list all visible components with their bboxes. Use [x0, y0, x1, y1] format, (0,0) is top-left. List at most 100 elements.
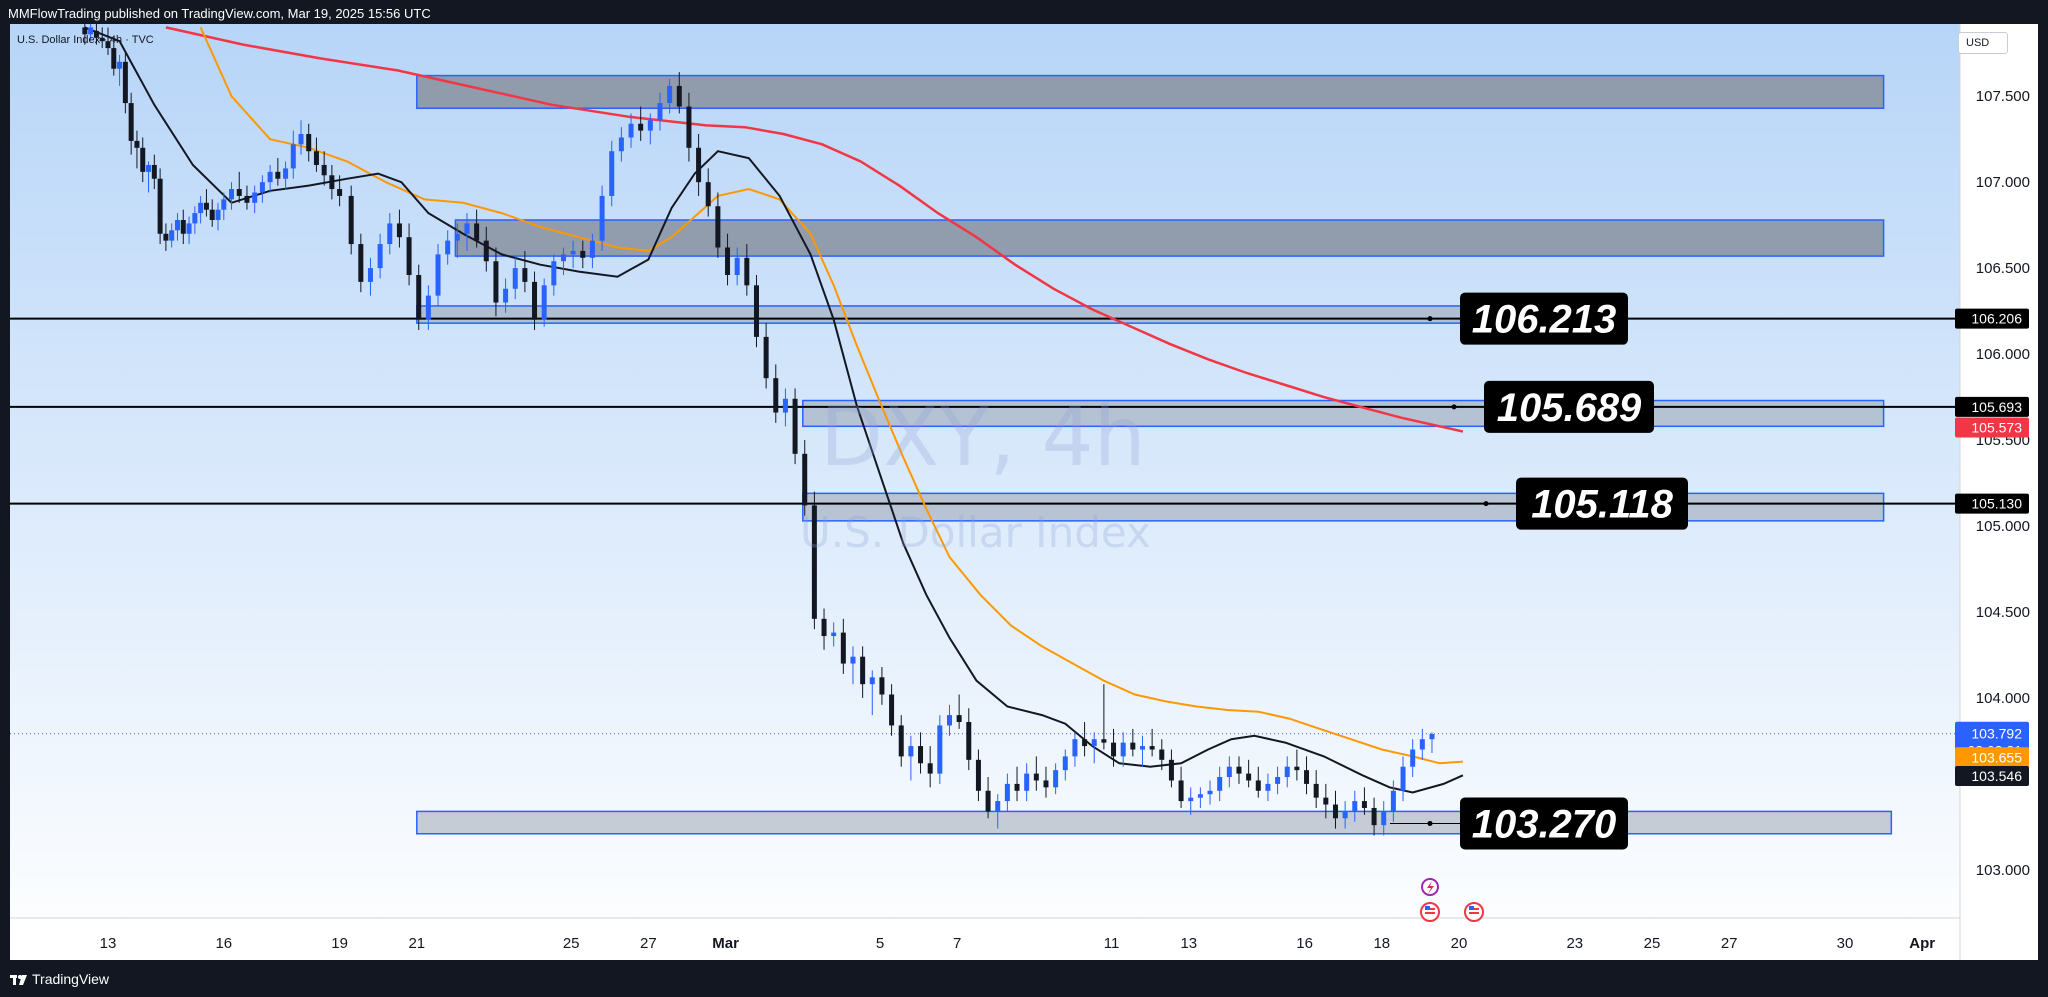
candle-down	[725, 247, 731, 276]
candle-down	[358, 244, 364, 282]
candle-up	[850, 656, 856, 664]
candle-up	[599, 195, 605, 241]
date-tick-label: 16	[215, 935, 232, 952]
candle-down	[93, 30, 99, 38]
currency-button[interactable]: USD	[1958, 32, 2008, 54]
candle-down	[105, 41, 111, 49]
candle-up	[229, 189, 235, 200]
candle-down	[753, 285, 759, 337]
level-callout-box	[1460, 292, 1628, 345]
candle-down	[918, 746, 924, 764]
zone-box	[416, 74, 1885, 109]
candle-down	[840, 632, 846, 664]
candle-up	[1429, 734, 1435, 740]
candle-down	[676, 85, 682, 107]
candle-up	[1352, 801, 1358, 812]
candle-down	[715, 206, 721, 248]
candle-down	[898, 725, 904, 757]
candle-up	[169, 230, 175, 241]
date-tick-label: 18	[1373, 935, 1390, 952]
candle-down	[686, 106, 692, 148]
candle-up	[1284, 766, 1290, 778]
date-tick-label: 11	[1104, 935, 1120, 952]
candle-up	[1410, 749, 1416, 767]
candle-down	[1371, 807, 1377, 826]
axis-level-text: 106.206	[1971, 311, 2022, 327]
candle-down	[985, 790, 991, 812]
candle-up	[908, 746, 914, 757]
candle-down	[1130, 742, 1136, 750]
candle-up	[215, 209, 221, 220]
candle-down	[134, 140, 140, 148]
candle-down	[1111, 742, 1117, 757]
candle-up	[512, 268, 518, 289]
candle-up	[1419, 739, 1425, 750]
candle-up	[445, 240, 451, 255]
candle-down	[927, 763, 933, 774]
axis-level-badge	[1955, 396, 2029, 417]
date-tick-label: 25	[563, 935, 580, 952]
candle-down	[1236, 766, 1242, 774]
candle-up	[1120, 742, 1126, 757]
candle-up	[618, 137, 624, 152]
footer-brand[interactable]: TradingView	[10, 971, 109, 987]
candle-up	[995, 801, 1001, 812]
zone-box	[802, 492, 1885, 522]
candle-down	[396, 223, 402, 238]
candle-down	[1255, 780, 1261, 791]
date-tick-label: 27	[1721, 935, 1738, 952]
publish-header: MMFlowTrading published on TradingView.c…	[8, 6, 431, 21]
symbol-legend[interactable]: U.S. Dollar Index · 4h · TVC	[17, 34, 154, 46]
candle-up	[1275, 777, 1281, 784]
candle-up	[387, 223, 393, 245]
candle-up	[1004, 783, 1010, 802]
date-tick-label: 7	[953, 935, 961, 952]
candle-down	[821, 618, 827, 637]
candle-up	[1217, 777, 1223, 791]
candle-down	[811, 505, 817, 619]
date-tick-label: 13	[100, 935, 117, 952]
candle-down	[773, 378, 779, 413]
candle-up	[734, 257, 740, 276]
candle-up	[1381, 811, 1387, 826]
candle-down	[744, 257, 750, 286]
axis-level-text: 105.693	[1971, 399, 2022, 415]
candle-down	[1178, 780, 1184, 802]
candles-layer	[82, 24, 1435, 836]
candle-down	[879, 677, 885, 695]
candle-up	[1188, 797, 1194, 802]
candle-up	[174, 219, 180, 231]
candle-down	[1033, 773, 1039, 781]
price-tick-label: 104.500	[1976, 604, 2030, 621]
candle-up	[1265, 783, 1271, 791]
candle-up	[1400, 766, 1406, 791]
date-tick-label: 27	[640, 935, 657, 952]
candle-down	[532, 281, 538, 320]
candle-up	[1053, 770, 1059, 788]
candle-down	[180, 219, 186, 234]
date-tick-label: 5	[876, 935, 884, 952]
candle-down	[99, 37, 105, 42]
candle-up	[267, 171, 273, 183]
candle-up	[657, 103, 663, 121]
date-tick-label: Mar	[712, 935, 739, 952]
candle-up	[259, 182, 265, 193]
candle-down	[306, 134, 312, 152]
candle-down	[966, 722, 972, 760]
candle-up	[192, 213, 198, 224]
candle-down	[1313, 783, 1319, 798]
callout-anchor-dot	[1427, 820, 1433, 826]
candle-up	[782, 398, 788, 413]
candle-down	[474, 223, 480, 241]
price-label-text: 103.655	[1971, 749, 2022, 765]
candle-down	[157, 178, 163, 234]
candle-up	[667, 85, 673, 104]
level-callout-label: 106.213	[1472, 298, 1617, 342]
ema-slow-line	[165, 26, 1464, 433]
date-tick-label: Apr	[1909, 935, 1935, 952]
candle-down	[975, 759, 981, 791]
candle-up	[1390, 790, 1396, 812]
date-tick-label: 16	[1296, 935, 1313, 952]
